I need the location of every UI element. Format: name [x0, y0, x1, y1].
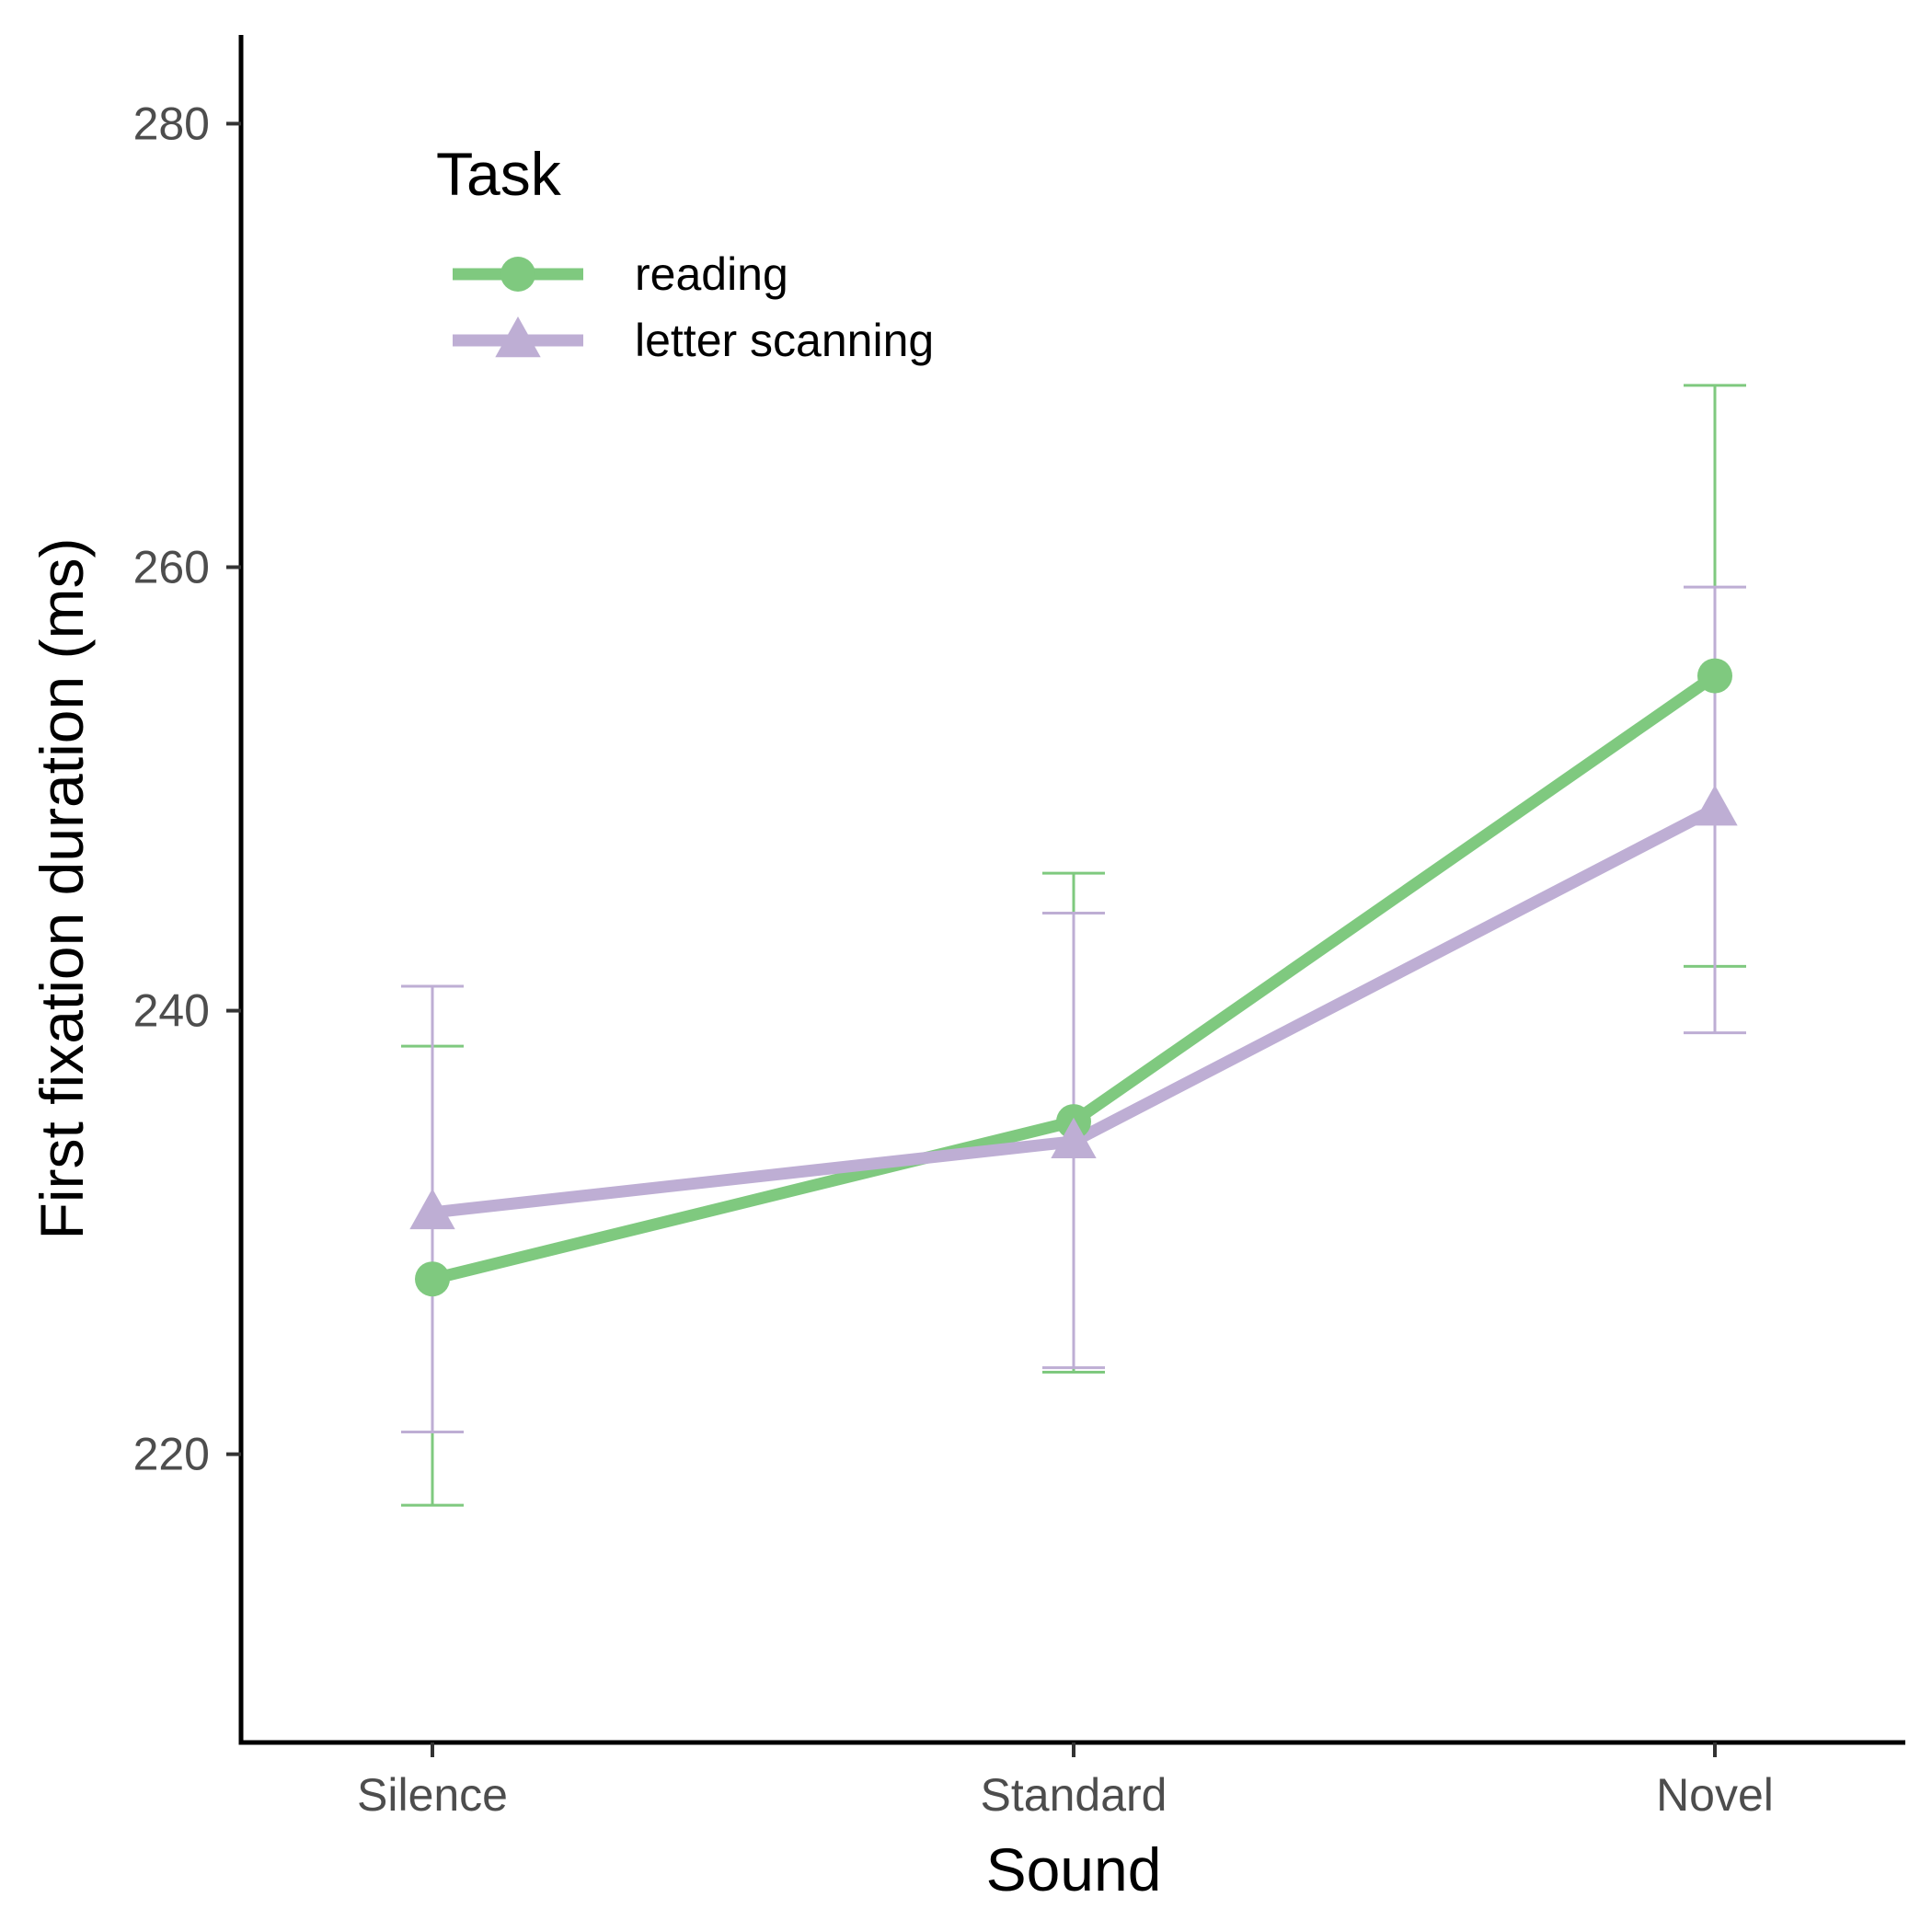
x-axis-title: Sound [986, 1835, 1162, 1903]
legend-marker [500, 257, 535, 292]
x-tick-label: Novel [1656, 1769, 1774, 1821]
y-tick-label: 220 [133, 1429, 210, 1480]
y-tick-label: 260 [133, 541, 210, 592]
x-ticks: Silence Standard Novel [357, 1742, 1774, 1821]
data-point [1051, 1117, 1097, 1158]
data-point [1697, 658, 1732, 694]
y-tick-label: 240 [133, 985, 210, 1037]
x-tick-label: Standard [981, 1769, 1167, 1821]
legend-item: reading [453, 248, 788, 300]
legend-items: reading letter scanning [453, 248, 934, 366]
data-point [409, 1188, 455, 1230]
chart-marks [401, 384, 1746, 1507]
legend-label: letter scanning [635, 315, 934, 366]
y-ticks: 220 240 260 280 [133, 98, 241, 1480]
data-point [415, 1261, 450, 1297]
legend-label: reading [635, 248, 788, 300]
y-tick-label: 280 [133, 98, 210, 149]
legend-title: Task [436, 140, 562, 208]
x-tick-label: Silence [357, 1769, 508, 1821]
legend: Task reading letter scanning [436, 140, 934, 366]
y-axis-title: First fixation duration (ms) [28, 538, 96, 1240]
legend-marker [495, 316, 541, 358]
axes [238, 35, 1905, 1745]
data-point [1692, 785, 1738, 826]
legend-item: letter scanning [453, 315, 934, 366]
error-bars-1 [401, 585, 1746, 1434]
